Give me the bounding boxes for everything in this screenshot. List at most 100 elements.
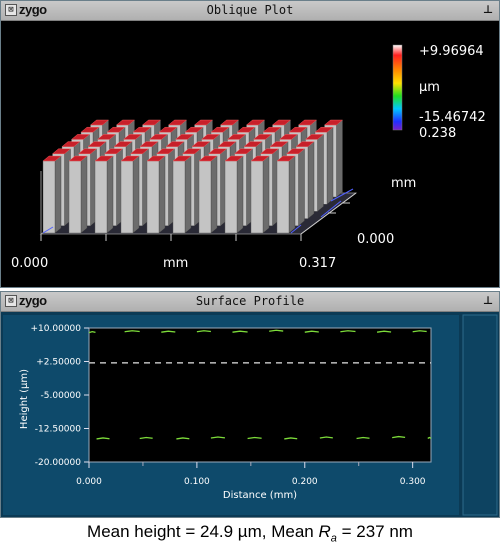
colorbar-unit: µm: [419, 80, 440, 95]
profile-titlebar[interactable]: ⊠ zygo Surface Profile ⊥: [1, 292, 499, 312]
x-start-label: 0.000: [11, 256, 48, 271]
profile-bottom-segment: [96, 437, 110, 440]
caption-r-sub: a: [330, 532, 337, 545]
pillar-top: [233, 148, 254, 155]
x-tick-label: 0.100: [184, 477, 210, 487]
pillar-array: [42, 119, 344, 234]
pillar-top: [243, 141, 263, 147]
pillar-top: [120, 155, 140, 162]
profile-top-segment: [340, 330, 356, 333]
y-tick-label: +2.50000: [36, 358, 81, 368]
profile-top-segment: [196, 330, 211, 333]
colorbar-min: -15.46742: [419, 110, 486, 125]
pillar-side: [210, 155, 218, 234]
pillar-top: [148, 134, 169, 140]
pillar-side: [54, 155, 62, 234]
pillar-top: [198, 155, 218, 162]
profile-bottom-segment: [247, 436, 262, 440]
oblique-plot: +9.96964 µm -15.46742 0.238 mm 0.000 0.0…: [11, 44, 486, 271]
profile-top-segment: [124, 330, 140, 333]
figure-caption: Mean height = 24.9 µm, Mean Ra = 237 nm: [0, 522, 500, 544]
profile-top-segment: [88, 330, 96, 334]
pillar-top: [167, 119, 188, 126]
pillar-top: [113, 141, 133, 147]
close-icon[interactable]: ⊠: [5, 4, 17, 16]
profile-top-segment: [161, 330, 176, 333]
pillar-top: [219, 119, 240, 126]
profile-chart-area: +10.00000 +2.50000 -5.00000 -12.50000 -20.00…: [3, 314, 498, 516]
pillar-side: [336, 119, 343, 198]
pillar-top: [278, 134, 299, 140]
pillar-top: [61, 141, 81, 147]
pillar-face: [68, 160, 82, 234]
pillar-side: [288, 155, 296, 234]
pillar-top: [96, 134, 117, 140]
pillar-top: [89, 119, 110, 126]
profile-top-segment: [412, 330, 427, 333]
pillar-top: [139, 141, 159, 147]
pillar-top: [288, 126, 308, 133]
pillar-side: [326, 126, 334, 205]
y-tick-label: -5.00000: [41, 391, 82, 401]
pillar-top: [174, 134, 195, 140]
pillar-top: [51, 148, 72, 155]
pillar-face: [276, 160, 290, 234]
pin-icon[interactable]: ⊥: [482, 3, 494, 16]
pillar-top: [77, 148, 98, 155]
pin-icon[interactable]: ⊥: [482, 294, 494, 307]
profile-top-segment: [232, 330, 248, 333]
x-axis-label: Distance (mm): [223, 490, 297, 501]
pillar-face: [198, 160, 212, 234]
y-tick-label: -20.00000: [35, 458, 81, 468]
oblique-plot-window: ⊠ zygo Oblique Plot ⊥: [0, 0, 500, 288]
y-start-label: 0.000: [357, 232, 394, 247]
pillar-side: [236, 155, 244, 234]
pillar-top: [262, 126, 282, 133]
pillar-top: [172, 155, 192, 162]
oblique-titlebar[interactable]: ⊠ zygo Oblique Plot ⊥: [1, 1, 499, 21]
pillar-top: [70, 134, 91, 140]
pillar-face: [42, 160, 56, 234]
close-icon[interactable]: ⊠: [5, 295, 17, 307]
x-tick-label: 0.300: [400, 477, 426, 487]
pillar-top: [193, 119, 214, 126]
y-end-label: 0.238: [419, 126, 456, 141]
edge-noise: [42, 188, 354, 234]
pillar-side: [184, 155, 192, 234]
profile-top-segment: [304, 330, 319, 333]
y-axis-label: Height (µm): [19, 369, 30, 429]
x-end-label: 0.317: [299, 256, 336, 271]
pillar-side: [307, 141, 315, 220]
pillar-top: [191, 141, 211, 147]
pillar-top: [276, 155, 296, 162]
pillar-top: [200, 134, 221, 140]
pillar-face: [94, 160, 108, 234]
x-axis-ticks: [40, 192, 357, 241]
pillar-top: [217, 141, 237, 147]
pillar-top: [87, 141, 107, 147]
pillar-top: [141, 119, 162, 126]
pillar-top: [323, 119, 344, 126]
pillar-side: [262, 155, 270, 234]
pillar-side: [80, 155, 88, 234]
pillar-top: [165, 141, 185, 147]
plot-area: [88, 327, 432, 463]
profile-bottom-segment: [176, 437, 190, 440]
colorbar-max: +9.96964: [419, 44, 484, 59]
pillar-face: [172, 160, 186, 234]
profile-bottom-segment: [284, 437, 298, 440]
pillar-top: [252, 134, 273, 140]
profile-bottom-segment: [319, 436, 333, 439]
pillar-top: [295, 141, 315, 147]
pillar-top: [94, 155, 114, 162]
profile-top-segment: [376, 330, 392, 333]
pillar-side: [106, 155, 114, 234]
pillar-top: [181, 148, 202, 155]
pillar-face: [250, 160, 264, 234]
pillar-top: [68, 155, 88, 162]
profile-bottom-segment: [427, 436, 432, 440]
pillar-top: [297, 119, 318, 126]
pillar-top: [285, 148, 306, 155]
window-title: Surface Profile: [195, 294, 305, 308]
profile-bottom-segment: [356, 436, 370, 440]
